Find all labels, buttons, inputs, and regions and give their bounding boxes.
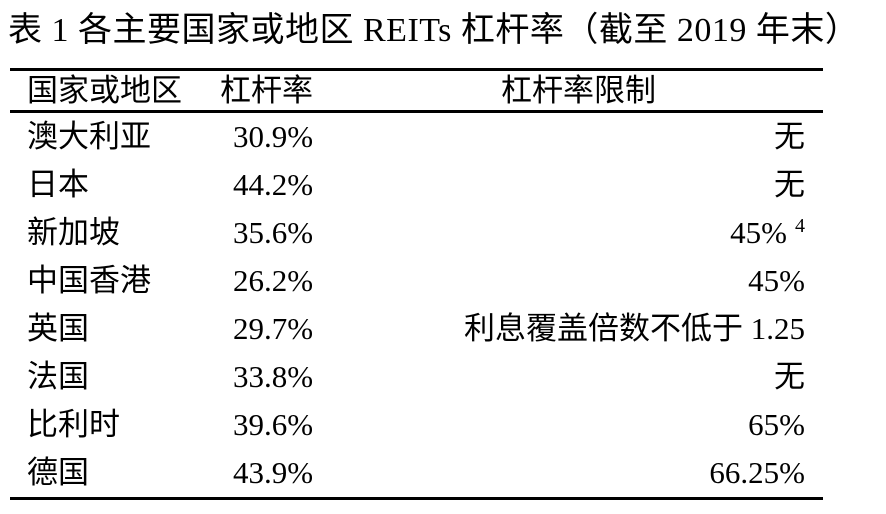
country-cell: 中国香港	[27, 263, 151, 298]
reits-leverage-table: 国家或地区 杠杆率 杠杆率限制 澳大利亚 30.9% 无 日本 44.2% 无 …	[10, 68, 823, 500]
limit-cell: 66.25%	[709, 455, 805, 490]
header-limit: 杠杆率限制	[501, 73, 656, 108]
footnote-ref-4: 4	[795, 215, 805, 237]
limit-cell: 无	[774, 119, 805, 154]
table-row: 法国 33.8% 无	[10, 353, 823, 401]
table-row: 新加坡 35.6% 45% 4	[10, 209, 823, 257]
country-cell: 英国	[27, 311, 89, 346]
header-leverage: 杠杆率	[220, 73, 313, 108]
limit-cell: 45% 4	[370, 209, 823, 257]
table-row: 比利时 39.6% 65%	[10, 401, 823, 449]
leverage-cell: 26.2%	[233, 263, 314, 298]
leverage-cell: 35.6%	[233, 215, 314, 250]
country-cell: 法国	[27, 359, 89, 394]
country-cell: 德国	[27, 455, 89, 490]
limit-cell: 65%	[748, 407, 805, 442]
table-row: 日本 44.2% 无	[10, 161, 823, 209]
header-country: 国家或地区	[27, 73, 182, 108]
table-row: 中国香港 26.2% 45%	[10, 257, 823, 305]
country-cell: 日本	[27, 167, 89, 202]
table-header-row: 国家或地区 杠杆率 杠杆率限制	[10, 71, 823, 113]
limit-cell: 无	[774, 359, 805, 394]
limit-cell: 无	[774, 167, 805, 202]
country-cell: 澳大利亚	[27, 119, 151, 154]
leverage-cell: 44.2%	[233, 167, 314, 202]
leverage-cell: 29.7%	[233, 311, 314, 346]
country-cell: 比利时	[27, 407, 120, 442]
leverage-cell: 33.8%	[233, 359, 314, 394]
limit-value: 45%	[730, 215, 787, 250]
leverage-cell: 30.9%	[233, 119, 314, 154]
limit-cell: 45%	[748, 263, 805, 298]
table-caption: 表 1 各主要国家或地区 REITs 杠杆率（截至 2019 年末）	[8, 12, 860, 49]
limit-cell: 利息覆盖倍数不低于 1.25	[464, 311, 805, 346]
table-row: 英国 29.7% 利息覆盖倍数不低于 1.25	[10, 305, 823, 353]
table-row: 德国 43.9% 66.25%	[10, 449, 823, 497]
table-row: 澳大利亚 30.9% 无	[10, 113, 823, 161]
leverage-cell: 39.6%	[233, 407, 314, 442]
country-cell: 新加坡	[27, 215, 120, 250]
leverage-cell: 43.9%	[233, 455, 314, 490]
